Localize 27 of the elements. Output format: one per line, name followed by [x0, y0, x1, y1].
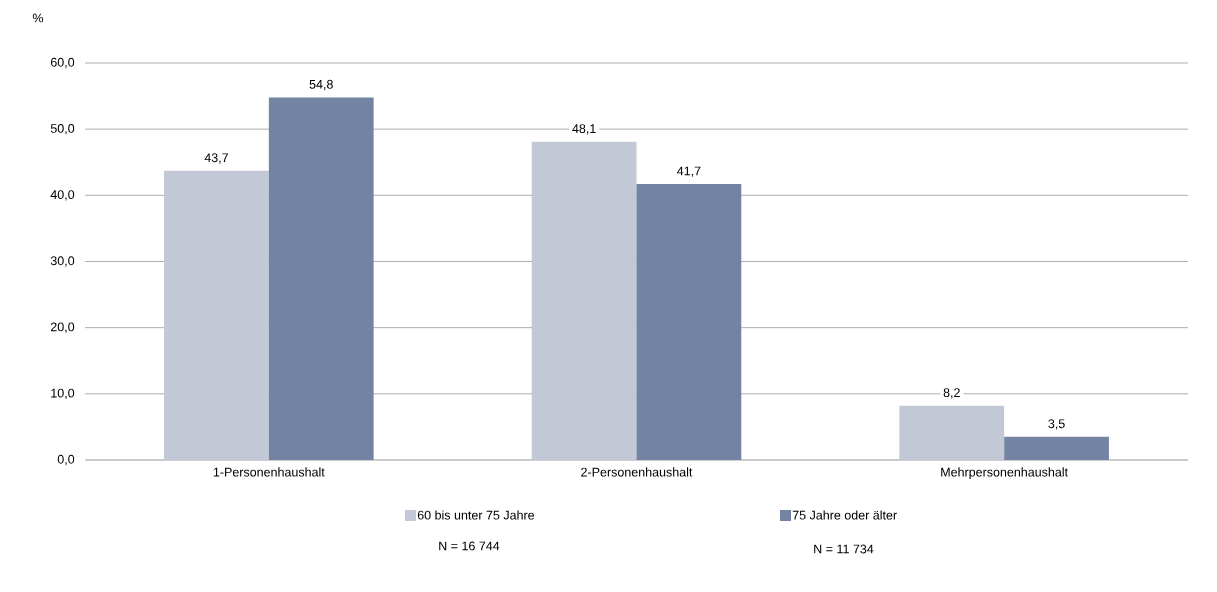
data-label: 8,2 [943, 388, 960, 399]
x-tick-label: Mehrpersonenhaushalt [941, 467, 1068, 479]
legend-label: 75 Jahre oder älter [792, 510, 897, 520]
y-tick-label: 0,0 [57, 454, 75, 466]
y-axis-title: % [32, 13, 44, 23]
bar [164, 170, 269, 460]
legend-label: 60 bis unter 75 Jahre [417, 510, 535, 520]
text: N = 11 734 [814, 544, 874, 554]
y-tick-label: 10,0 [51, 388, 75, 399]
x-tick-label: 1-Personenhaushalt [213, 467, 325, 477]
bar [899, 405, 1005, 460]
bar [1004, 436, 1109, 460]
x-tick-label: 2-Personenhaushalt [581, 467, 693, 477]
y-tick-label: 60,0 [50, 57, 75, 69]
data-label: 54,8 [309, 79, 333, 91]
bar [531, 141, 637, 460]
y-tick-label: 40,0 [50, 190, 75, 201]
data-label: 48,1 [572, 124, 596, 135]
y-tick-label: 30,0 [50, 256, 75, 267]
data-label: 41,7 [677, 166, 701, 177]
bar [636, 184, 742, 460]
y-tick-label: 20,0 [50, 322, 75, 333]
y-tick-label: 50,0 [50, 123, 75, 135]
data-label: 43,7 [204, 153, 228, 164]
data-label: 3,5 [1048, 419, 1065, 430]
bar [268, 97, 374, 460]
text: N = 16 744 [439, 541, 500, 551]
